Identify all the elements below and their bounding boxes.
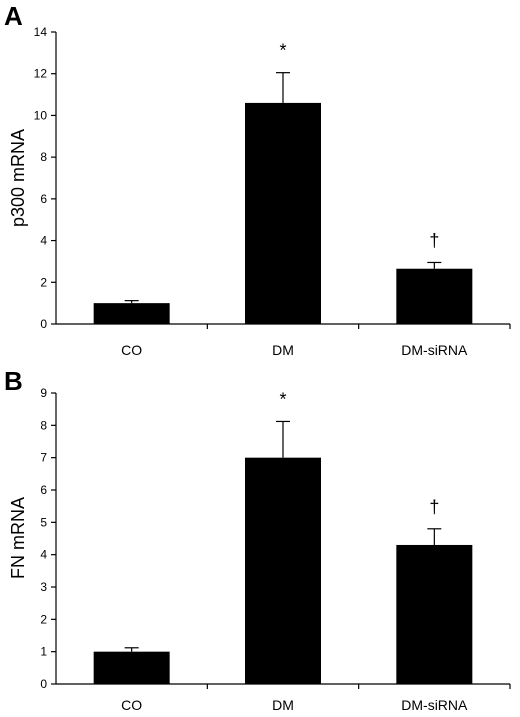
panel-b-y-tick-label: 1 xyxy=(40,645,47,659)
panel-a-y-axis-title: p300 mRNA xyxy=(8,129,28,227)
panel-a-category-label: CO xyxy=(121,342,142,358)
panel-b-marks: 0 1 2 3 4 5 6 7 8 9 CO * DM † DM-siRNA xyxy=(40,386,511,713)
panel-b-bar-co xyxy=(93,651,170,684)
panel-b-y-axis-title: FN mRNA xyxy=(8,497,28,579)
panel-b-y-tick-label: 8 xyxy=(40,418,47,432)
panel-b-letter: B xyxy=(4,366,23,396)
panel-a-y-tick-label: 2 xyxy=(40,275,47,289)
panel-b-significance-label: † xyxy=(429,497,439,517)
panel-b-category-label: CO xyxy=(121,697,142,713)
panel-a-significance-label: * xyxy=(279,41,286,61)
panel-b-y-tick-label: 7 xyxy=(40,451,47,465)
panel-b-category-label: DM xyxy=(272,697,294,713)
panel-b-y-tick-label: 9 xyxy=(40,386,47,400)
panel-b-y-tick-label: 2 xyxy=(40,612,47,626)
panel-a-y-tick-label: 14 xyxy=(34,25,48,39)
panel-a-y-tick-label: 12 xyxy=(34,67,48,81)
panel-b-y-tick-label: 3 xyxy=(40,580,47,594)
panel-b-y-tick-label: 6 xyxy=(40,483,47,497)
panel-a-letter: A xyxy=(4,1,23,31)
panel-a-y-tick-label: 0 xyxy=(40,317,47,331)
panel-a-category-label: DM xyxy=(272,342,294,358)
panel-a-bar-co xyxy=(93,303,170,324)
panel-b-bar-dm xyxy=(245,457,321,684)
panel-b-chart: B FN mRNA 0 1 2 3 4 5 6 7 8 9 CO * DM † DM-siRNA xyxy=(4,366,511,713)
panel-a-significance-label: † xyxy=(429,230,439,250)
panel-b-bar-dm-sirna xyxy=(396,544,473,684)
panel-a-y-tick-label: 10 xyxy=(34,108,48,122)
panel-b-y-tick-label: 5 xyxy=(40,515,47,529)
panel-a-chart: A p300 mRNA 0 2 4 6 8 10 12 14 CO * DM † DM-siRNA xyxy=(4,1,511,358)
panel-b-y-tick-label: 4 xyxy=(40,548,47,562)
panel-a-y-tick-label: 4 xyxy=(40,234,47,248)
panel-a-bar-dm xyxy=(245,102,321,325)
panel-b-category-label: DM-siRNA xyxy=(401,697,468,713)
panel-a-y-tick-label: 6 xyxy=(40,192,47,206)
panel-a-category-label: DM-siRNA xyxy=(401,342,468,358)
panel-a-y-tick-label: 8 xyxy=(40,150,47,164)
panel-a-marks: 0 2 4 6 8 10 12 14 CO * DM † DM-siRNA xyxy=(34,25,511,358)
panel-b-y-tick-label: 0 xyxy=(40,677,47,691)
panel-b-significance-label: * xyxy=(279,389,286,409)
panel-a-bar-dm-sirna xyxy=(396,268,473,324)
